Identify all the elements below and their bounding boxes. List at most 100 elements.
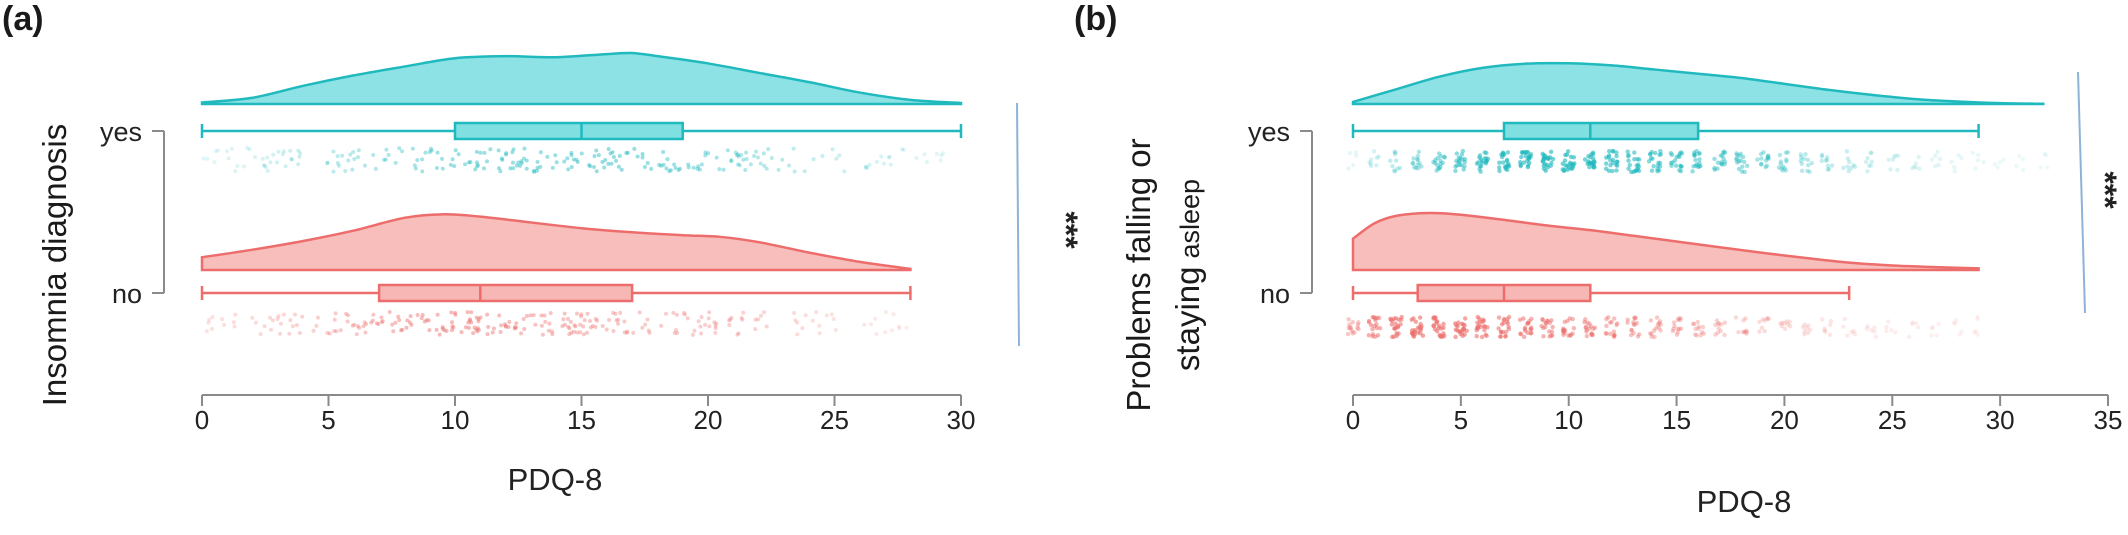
panel-a-no-point: [904, 325, 909, 330]
panel-a-yes-point: [657, 162, 662, 167]
panel-a-yes-point: [617, 153, 622, 158]
panel-a-no-point: [258, 332, 263, 337]
panel-b-yes-point: [1392, 152, 1398, 157]
panel-b-no-point: [1625, 320, 1630, 325]
panel-a-yes-point: [265, 155, 270, 160]
panel-a-no-point: [714, 321, 719, 326]
panel-a-yes-point: [721, 167, 726, 172]
panel-b-yes-point: [1742, 169, 1747, 175]
panel-a-no-point: [595, 318, 600, 323]
panel-b-no-point: [1614, 322, 1619, 328]
panel-a-no-point: [671, 310, 676, 315]
panel-b-no-point: [1893, 330, 1898, 335]
panel-b-no-point: [1418, 330, 1423, 336]
panel-a-yes-point: [519, 159, 524, 164]
panel-a-no-point: [352, 322, 357, 327]
panel-b-yes-point: [1799, 161, 1804, 166]
panel-b-no-point: [1584, 333, 1590, 339]
panel-b-no-point: [1736, 330, 1741, 335]
panel-a-no-point: [810, 318, 815, 323]
panel-b-yes-point: [1829, 163, 1835, 168]
panel-a-yes-point: [729, 158, 734, 163]
panel-b-y-axis-title-line1: Problems falling or: [1120, 138, 1157, 411]
panel-a-no-point: [690, 332, 695, 337]
panel-a-yes-point: [410, 146, 415, 151]
panel-a-no-point: [476, 326, 481, 331]
panel-b-no-point: [1614, 321, 1620, 326]
panel-a-no-point: [593, 325, 598, 330]
panel-b-yes-point: [1525, 163, 1531, 168]
panel-b-no-point: [1463, 316, 1468, 321]
panel-b-yes-point: [1801, 156, 1807, 162]
panel-b-no-point: [1915, 325, 1921, 330]
panel-a-no-point: [579, 312, 584, 317]
panel-b-yes-point: [1866, 163, 1872, 169]
panel-b-yes-point: [1673, 163, 1679, 168]
panel-b-yes-point: [1610, 160, 1616, 166]
panel-b-no-point: [1483, 332, 1488, 337]
panel-a-yes-point: [938, 158, 943, 163]
panel-b-no-point: [1694, 333, 1699, 338]
panel-b-yes-point: [1606, 153, 1612, 158]
panel-b-yes-point: [1496, 165, 1502, 170]
panel-a-no-point: [476, 316, 481, 321]
panel-b-yes-point: [1780, 164, 1786, 169]
panel-a-no-point: [519, 331, 524, 336]
panel-b-yes-point: [1541, 166, 1547, 171]
panel-b-no-point: [1671, 320, 1677, 325]
panel-a-yes-point: [725, 148, 730, 153]
panel-b-no-point: [1349, 328, 1355, 333]
panel-b-no-point: [1539, 323, 1544, 329]
panel-a-x-tick-label: 15: [567, 405, 596, 435]
panel-b-no-point: [1744, 331, 1749, 336]
panel-b-yes-point: [1549, 160, 1554, 166]
panel-a-yes-point: [415, 158, 420, 163]
panel-a-no-point: [521, 317, 526, 322]
panel-b-yes-point: [1785, 150, 1791, 155]
panel-a-yes-point: [736, 154, 741, 159]
panel-a-no-point: [795, 332, 800, 337]
panel-a-no-point: [593, 317, 598, 322]
panel-b-yes-point: [1410, 161, 1416, 166]
panel-a-yes-point: [939, 153, 944, 158]
panel-b-no-point: [1629, 328, 1634, 333]
panel-b-yes-point: [1610, 168, 1615, 174]
panel-b-no-point: [1872, 329, 1877, 334]
panel-b-no-point: [1691, 321, 1696, 327]
panel-b-yes-category-label: yes: [1248, 117, 1290, 147]
panel-a-no-point: [451, 325, 456, 330]
panel-a-no-point: [466, 320, 471, 325]
panel-a-no-point: [427, 328, 432, 333]
panel-a-yes-point: [863, 164, 868, 169]
panel-a-no-point: [497, 313, 502, 318]
panel-a-no-point: [449, 328, 454, 333]
panel-a-no-point: [468, 317, 473, 322]
panel-b-no-point: [1842, 316, 1847, 322]
panel-a-no-point: [204, 329, 209, 334]
panel-a-yes-point: [606, 146, 611, 151]
panel-b-no-point: [1649, 334, 1654, 339]
panel-a-label: (a): [2, 0, 44, 38]
panel-b-no-point: [1589, 332, 1594, 338]
panel-a-yes-point: [802, 169, 807, 174]
panel-b-yes-point: [1803, 152, 1808, 157]
panel-a-no-point: [512, 325, 517, 330]
panel-b-no-point: [1431, 323, 1436, 329]
panel-a-no-point: [713, 326, 718, 331]
panel-b-no-point: [1631, 322, 1637, 327]
panel-a-yes-point: [463, 162, 468, 167]
panel-a-no-point: [270, 318, 275, 323]
panel-a-no-point: [814, 310, 819, 315]
panel-b-no-point: [1390, 334, 1395, 340]
panel-b-no-point: [1480, 317, 1486, 322]
panel-b-no-point: [1585, 320, 1590, 326]
panel-b-no-point: [1656, 320, 1662, 326]
panel-b-yes-point: [1678, 163, 1683, 169]
panel-a-yes-point: [606, 161, 611, 166]
panel-b-no-point: [1701, 331, 1707, 336]
panel-b-no-point: [1696, 324, 1701, 329]
panel-a-yes-point: [667, 169, 672, 174]
panel-b-no-point: [1718, 328, 1723, 334]
panel-b-no-point: [1716, 326, 1721, 331]
panel-a-x-tick-label: 5: [321, 405, 335, 435]
